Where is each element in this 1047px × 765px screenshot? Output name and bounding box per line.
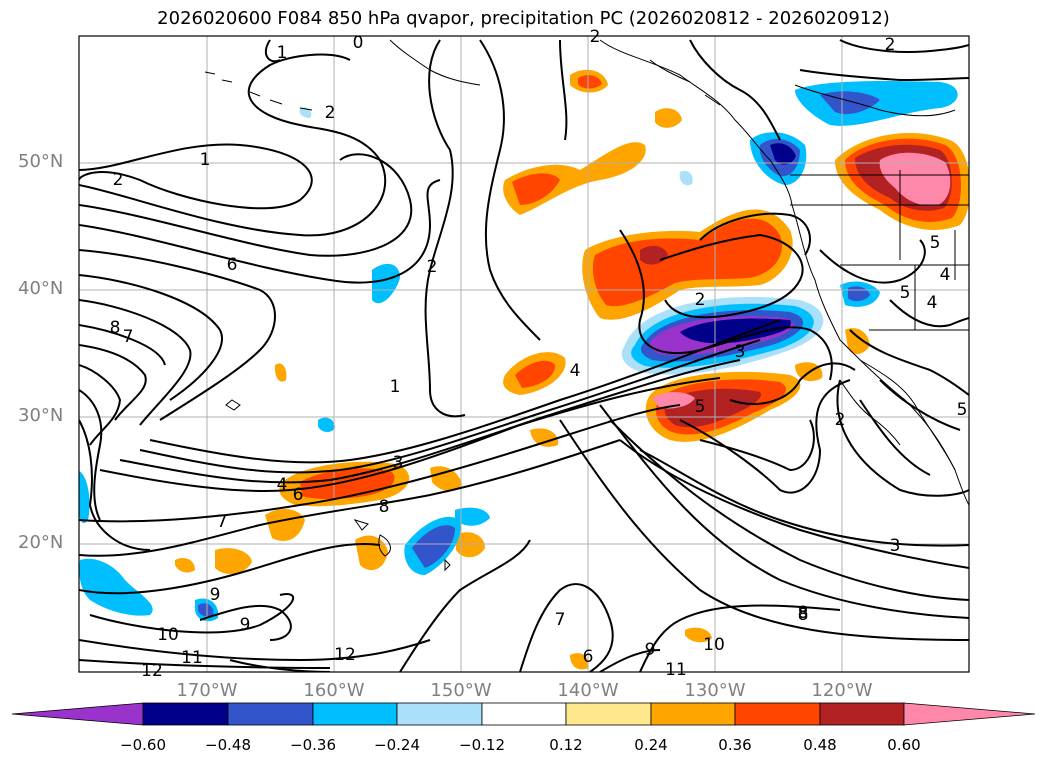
contour-label: 5 (957, 400, 968, 420)
colorbar-bin-8 (650, 702, 736, 726)
colorbar-tick: 0.12 (549, 736, 583, 754)
contour-label: 9 (240, 615, 251, 635)
contour-label: 6 (227, 255, 238, 275)
lon-label-150w: 150°W (430, 680, 492, 701)
colorbar-tick: −0.60 (120, 736, 166, 754)
contour-label: 2 (835, 410, 846, 430)
contour-label: 7 (217, 512, 228, 532)
contour-label: 6 (293, 485, 304, 505)
colorbar-bin-7 (565, 702, 652, 726)
colorbar-bin-1 (11, 702, 144, 726)
lat-label-30n: 30°N (18, 405, 64, 426)
contour-label: 7 (555, 610, 566, 630)
contour-label: 4 (940, 265, 951, 285)
colorbar-tick: −0.24 (374, 736, 420, 754)
gridlines (79, 36, 969, 672)
colorbar-bin-3 (227, 702, 314, 726)
lon-label-130w: 130°W (684, 680, 746, 701)
contour-label: 3 (393, 453, 404, 473)
contour-label: 9 (645, 640, 656, 660)
colorbar-bin-11 (903, 702, 1036, 726)
contour-label: 1 (277, 43, 288, 63)
lat-label-20n: 20°N (18, 532, 64, 553)
colorbar-bin-4 (312, 702, 398, 726)
contour-label: 5 (900, 283, 911, 303)
contour-label: 7 (123, 327, 134, 347)
contour-label: 2 (695, 290, 706, 310)
contour-label: 11 (181, 648, 203, 668)
lon-label-120w: 120°W (811, 680, 873, 701)
contour-label: 2 (590, 27, 601, 47)
colorbar (11, 702, 1036, 726)
contour-label: 11 (665, 660, 687, 680)
colorbar-tick: 0.60 (887, 736, 921, 754)
contour-label: 0 (353, 33, 364, 53)
contour-label: 2 (885, 35, 896, 55)
contour-label: 5 (695, 397, 706, 417)
map-frame (78, 35, 970, 673)
lon-label-160w: 160°W (303, 680, 365, 701)
contour-label: 2 (427, 257, 438, 277)
contour-label: 3 (890, 536, 901, 556)
contour-label: 8 (379, 497, 390, 517)
colorbar-bin-6 (481, 702, 567, 726)
contour-label: 2 (325, 103, 336, 123)
contour-label: 4 (277, 475, 288, 495)
contour-label: 5 (930, 233, 941, 253)
contour-label: 1 (390, 377, 401, 397)
shaded-precipitation-anomaly (79, 69, 969, 670)
contour-label-group: 0 1 2 1 2 2 6 8 7 2 1 4 3 4 6 7 8 8 9 9 … (110, 27, 968, 681)
colorbar-tick: −0.12 (459, 736, 505, 754)
contour-label: 12 (141, 661, 163, 681)
contour-label: 4 (570, 361, 581, 381)
contour-label: 8 (798, 605, 809, 625)
colorbar-bin-5 (396, 702, 483, 726)
colorbar-tick: −0.36 (290, 736, 336, 754)
lon-label-140w: 140°W (557, 680, 619, 701)
colorbar-bin-2 (142, 702, 229, 726)
contour-label: 2 (113, 170, 124, 190)
contour-label: 8 (798, 603, 809, 623)
contour-label: 9 (210, 585, 221, 605)
contour-label: 10 (157, 625, 179, 645)
colorbar-tick: −0.48 (205, 736, 251, 754)
contour-label: 4 (927, 293, 938, 313)
colorbar-tick: 0.48 (803, 736, 837, 754)
contour-label: 12 (334, 645, 356, 665)
colorbar-tick: 0.24 (634, 736, 668, 754)
colorbar-tick: 0.36 (718, 736, 752, 754)
contour-label: 1 (200, 150, 211, 170)
lat-label-50n: 50°N (18, 151, 64, 172)
contour-label: 10 (703, 635, 725, 655)
map-title: 2026020600 F084 850 hPa qvapor, precipit… (157, 8, 890, 29)
contour-label: 6 (583, 647, 594, 667)
contour-label: 8 (110, 318, 121, 338)
colorbar-bin-9 (734, 702, 821, 726)
contour-label: 3 (735, 342, 746, 362)
lat-label-40n: 40°N (18, 278, 64, 299)
lon-label-170w: 170°W (176, 680, 238, 701)
colorbar-bin-10 (819, 702, 905, 726)
contour-lines (79, 39, 969, 672)
